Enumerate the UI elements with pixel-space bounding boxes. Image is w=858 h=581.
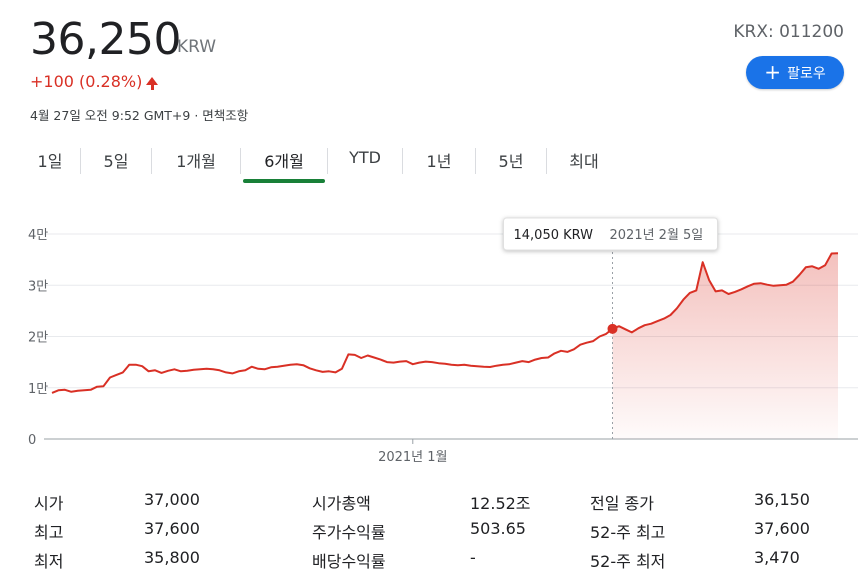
follow-button-label: 팔로우 (787, 65, 826, 82)
y-tick-label: 2만 (28, 331, 48, 346)
price-area-fill (612, 253, 838, 439)
hover-tooltip: 14,050 KRW 2021년 2월 5일 (503, 217, 719, 251)
active-tab-indicator (243, 179, 325, 183)
price-series-line (51, 252, 839, 394)
tab-range-4[interactable]: YTD (328, 144, 402, 174)
y-tick-label: 0 (28, 433, 36, 448)
tab-label: 1개월 (176, 152, 216, 171)
tab-separator (475, 148, 476, 174)
tooltip-date: 2021년 2월 5일 (610, 228, 704, 243)
stat-value: 3,470 (754, 548, 800, 567)
stat-label: 시가 (34, 494, 64, 513)
stat-value: - (470, 548, 476, 567)
tab-separator (80, 148, 81, 174)
stat-value: 35,800 (144, 548, 200, 567)
price-change-text: +100 (0.28%) (30, 72, 143, 91)
stat-value: 37,600 (144, 519, 200, 538)
tab-separator (151, 148, 152, 174)
hover-point (607, 323, 618, 334)
tab-range-6[interactable]: 5년 (476, 144, 546, 174)
tooltip-box (503, 217, 719, 251)
stats-table: 시가 37,000 최고 37,600 최저 35,800 시가총액 12.52조 주가… (34, 490, 834, 580)
follow-button[interactable]: + 팔로우 (746, 56, 844, 89)
stat-label: 시가총액 (312, 494, 371, 513)
tab-range-0[interactable]: 1일 (20, 144, 80, 174)
tab-label: 6개월 (264, 152, 304, 171)
currency-label: KRW (177, 37, 217, 57)
tab-label: 5일 (103, 152, 129, 171)
stat-value: 503.65 (470, 519, 526, 538)
stat-label: 배당수익률 (312, 552, 386, 571)
current-price: 36,250 (30, 14, 181, 65)
tab-range-5[interactable]: 1년 (403, 144, 475, 174)
tab-range-3[interactable]: 6개월 (241, 144, 327, 183)
tab-separator (327, 148, 328, 174)
tab-label: 5년 (498, 152, 524, 171)
tooltip-price: 14,050 KRW (514, 228, 594, 243)
tab-label: 1일 (37, 152, 63, 171)
stat-value: 37,000 (144, 490, 200, 509)
tab-separator (240, 148, 241, 174)
tab-range-2[interactable]: 1개월 (152, 144, 240, 174)
stat-value: 36,150 (754, 490, 810, 509)
y-tick-label: 4만 (28, 228, 48, 243)
ticker-symbol: KRX: 011200 (733, 22, 844, 42)
tab-separator (402, 148, 403, 174)
stat-label: 최저 (34, 552, 64, 571)
stat-label: 52-주 최고 (590, 523, 666, 542)
tab-label: 최대 (569, 152, 599, 171)
tab-range-7[interactable]: 최대 (547, 144, 621, 174)
arrow-up-icon (146, 77, 159, 90)
stat-label: 전일 종가 (590, 494, 654, 513)
tab-separator (546, 148, 547, 174)
stat-label: 주가수익률 (312, 523, 386, 542)
y-tick-label: 3만 (28, 279, 48, 294)
price-change: +100 (0.28%) (30, 72, 159, 91)
tab-range-1[interactable]: 5일 (81, 144, 151, 174)
tab-label: 1년 (426, 152, 452, 171)
x-tick-label: 2021년 1월 (378, 450, 447, 465)
time-range-tabs: 1일 5일 1개월 6개월 YTD 1년 5년 최대 (20, 144, 621, 183)
y-tick-label: 1만 (28, 382, 48, 397)
plus-icon: + (764, 59, 782, 84)
stat-label: 최고 (34, 523, 64, 542)
stat-value: 12.52조 (470, 494, 531, 513)
tab-label: YTD (349, 148, 381, 167)
stat-value: 37,600 (754, 519, 810, 538)
as-of-timestamp[interactable]: 4월 27일 오전 9:52 GMT+9 · 면책조항 (30, 108, 249, 123)
stat-label: 52-주 최저 (590, 552, 666, 571)
